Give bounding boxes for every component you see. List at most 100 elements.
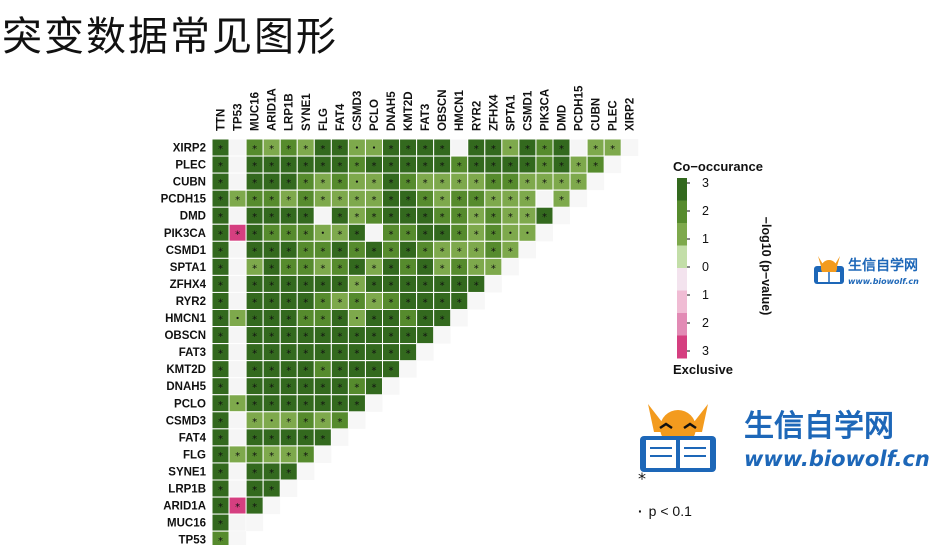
x-gene-label: DMD xyxy=(557,105,569,131)
significance-star: * xyxy=(252,485,257,496)
significance-star: * xyxy=(440,178,445,189)
biowolf-logo-big: 生信自学网 www.biowolf.cn xyxy=(640,404,930,472)
significance-star: * xyxy=(218,195,223,206)
significance-star: * xyxy=(320,297,325,308)
significance-dot xyxy=(372,146,376,149)
heatmap-diagonal-cell xyxy=(450,309,468,327)
significance-star: * xyxy=(457,263,462,274)
significance-star: * xyxy=(320,400,325,411)
significance-star: * xyxy=(337,280,342,291)
significance-star: * xyxy=(525,178,530,189)
heatmap-cell xyxy=(228,291,247,311)
significance-dot xyxy=(509,231,512,234)
significance-star: * xyxy=(235,229,240,240)
significance-dot-symbol: · xyxy=(638,503,643,519)
significance-star: * xyxy=(252,417,257,428)
significance-star: * xyxy=(303,229,308,240)
significance-star: * xyxy=(457,161,462,172)
significance-star: * xyxy=(252,297,257,308)
significance-star: * xyxy=(320,383,325,394)
legend-tick-label: 3 xyxy=(702,344,709,358)
significance-star: * xyxy=(542,161,547,172)
significance-star: * xyxy=(218,229,223,240)
significance-star: * xyxy=(559,178,564,189)
legend-title-cooccurance: Co−occurance xyxy=(673,159,763,174)
heatmap-diagonal-cell xyxy=(433,326,451,344)
significance-star: * xyxy=(371,383,376,394)
significance-star: * xyxy=(423,229,428,240)
legend-color-swatch xyxy=(677,290,687,314)
significance-star: * xyxy=(406,315,411,326)
significance-star: * xyxy=(354,332,359,343)
significance-star: * xyxy=(474,280,479,291)
significance-star: * xyxy=(354,161,359,172)
x-gene-label: HMCN1 xyxy=(454,90,466,131)
heatmap-diagonal-cell xyxy=(587,173,605,191)
legend-color-swatch xyxy=(677,200,687,224)
significance-star: * xyxy=(269,400,274,411)
significance-star: * xyxy=(320,434,325,445)
significance-star: * xyxy=(525,161,530,172)
significance-star: * xyxy=(218,468,223,479)
page-title: 突变数据常见图形 xyxy=(2,14,338,60)
significance-dot xyxy=(509,146,512,149)
y-gene-label: KMT2D xyxy=(166,364,206,376)
significance-star: * xyxy=(218,366,223,377)
significance-star: * xyxy=(320,246,325,257)
x-gene-label: KMT2D xyxy=(403,91,415,131)
significance-star: * xyxy=(423,280,428,291)
significance-star: * xyxy=(371,246,376,257)
significance-star: * xyxy=(406,178,411,189)
significance-star: * xyxy=(218,485,223,496)
significance-star: * xyxy=(389,315,394,326)
y-gene-label: ZFHX4 xyxy=(170,279,207,291)
legend-color-swatch xyxy=(677,268,687,291)
y-gene-label: CSMD1 xyxy=(166,245,207,257)
x-gene-label: TP53 xyxy=(233,103,245,131)
significance-star: * xyxy=(423,161,428,172)
heatmap-diagonal-cell xyxy=(246,514,264,532)
significance-star: * xyxy=(406,349,411,360)
heatmap-diagonal-cell xyxy=(416,343,434,361)
significance-star: * xyxy=(406,212,411,223)
significance-star: * xyxy=(508,195,513,206)
significance-star: * xyxy=(457,280,462,291)
y-gene-label: FAT4 xyxy=(179,432,207,444)
heatmap-diagonal-cell xyxy=(382,377,400,395)
significance-star: * xyxy=(440,212,445,223)
significance-star: * xyxy=(303,195,308,206)
heatmap-diagonal-cell xyxy=(501,258,519,276)
significance-star: * xyxy=(218,263,223,274)
significance-star: * xyxy=(252,178,257,189)
y-gene-label: DMD xyxy=(180,211,206,223)
significance-star: * xyxy=(252,434,257,445)
logo-small-name: 生信自学网 xyxy=(848,257,918,274)
significance-star: * xyxy=(389,263,394,274)
significance-star: * xyxy=(269,195,274,206)
significance-star: * xyxy=(252,212,257,223)
significance-star: * xyxy=(218,417,223,428)
significance-star: * xyxy=(218,349,223,360)
significance-star: * xyxy=(252,195,257,206)
significance-star: * xyxy=(286,468,291,479)
significance-star: * xyxy=(457,195,462,206)
legend-tick-label: 0 xyxy=(702,260,709,274)
significance-star: * xyxy=(440,246,445,257)
significance-star: * xyxy=(303,451,308,462)
significance-star: * xyxy=(320,417,325,428)
heatmap-diagonal-cell xyxy=(621,139,639,157)
significance-dot xyxy=(270,419,273,422)
significance-star: * xyxy=(508,246,513,257)
significance-star: * xyxy=(269,434,274,445)
x-gene-label: CSMD3 xyxy=(352,91,364,131)
significance-star: * xyxy=(286,434,291,445)
significance-star: * xyxy=(371,195,376,206)
significance-star: * xyxy=(218,144,223,155)
heatmap-diagonal-cell xyxy=(331,428,349,446)
significance-star: * xyxy=(269,383,274,394)
significance-star: * xyxy=(218,400,223,411)
significance-star: * xyxy=(610,144,615,155)
significance-star: * xyxy=(337,263,342,274)
significance-star: * xyxy=(337,417,342,428)
y-gene-label: SPTA1 xyxy=(170,262,207,274)
